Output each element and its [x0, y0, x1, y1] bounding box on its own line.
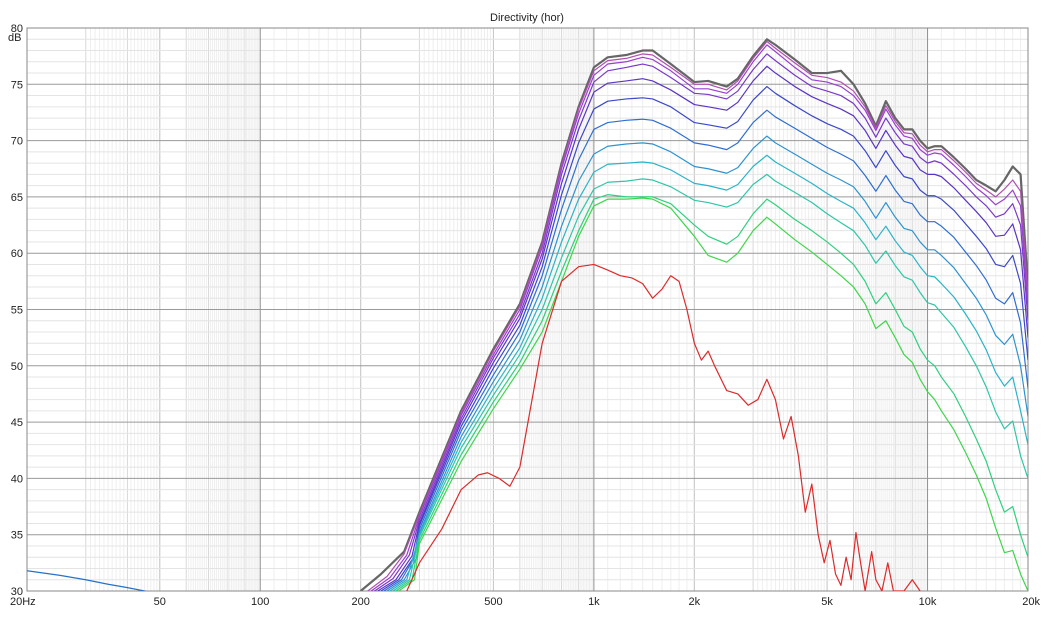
x-tick-label: 10k — [919, 596, 937, 608]
y-tick-label: 55 — [11, 305, 23, 317]
series-line-14 — [27, 570, 147, 591]
y-axis-unit-label: dB — [8, 32, 21, 44]
x-tick-label: 100 — [251, 596, 269, 608]
y-tick-label: 65 — [11, 192, 23, 204]
y-tick-label: 70 — [11, 136, 23, 148]
series-line-8 — [386, 135, 1028, 591]
x-tick-label: 200 — [351, 596, 369, 608]
y-tick-label: 40 — [11, 473, 23, 485]
x-axis-tick-labels: 20Hz 50 100 200 500 1k 2k 5k 10k 20k — [10, 596, 1040, 608]
series-line-6 — [380, 85, 1028, 591]
series-line-13 — [406, 263, 921, 591]
series-line-11 — [395, 194, 1028, 591]
x-tick-label: 50 — [154, 596, 166, 608]
y-tick-label: 80 — [11, 23, 23, 35]
series-line-2 — [367, 40, 1028, 591]
x-tick-label: 500 — [484, 596, 502, 608]
series-line-3 — [370, 44, 1028, 591]
series-line-7 — [383, 109, 1028, 591]
y-tick-label: 45 — [11, 417, 23, 429]
y-axis-tick-labels: 30 35 40 45 50 55 60 65 70 75 80 — [11, 23, 23, 598]
y-tick-label: 30 — [11, 586, 23, 598]
x-tick-label: 20Hz — [10, 596, 36, 608]
x-tick-label: 1k — [588, 596, 600, 608]
series-layer — [27, 38, 1028, 591]
y-tick-label: 75 — [11, 79, 23, 91]
series-line-4 — [374, 53, 1028, 591]
y-tick-label: 60 — [11, 248, 23, 260]
chart-title: Directivity (hor) — [490, 12, 564, 24]
series-line-10 — [392, 173, 1028, 591]
x-tick-label: 5k — [821, 596, 833, 608]
x-tick-label: 20k — [1022, 596, 1040, 608]
series-line-9 — [389, 154, 1028, 591]
y-tick-label: 35 — [11, 530, 23, 542]
x-tick-label: 2k — [689, 596, 701, 608]
y-tick-label: 50 — [11, 361, 23, 373]
series-line-12 — [398, 197, 1028, 591]
series-line-5 — [377, 65, 1028, 591]
